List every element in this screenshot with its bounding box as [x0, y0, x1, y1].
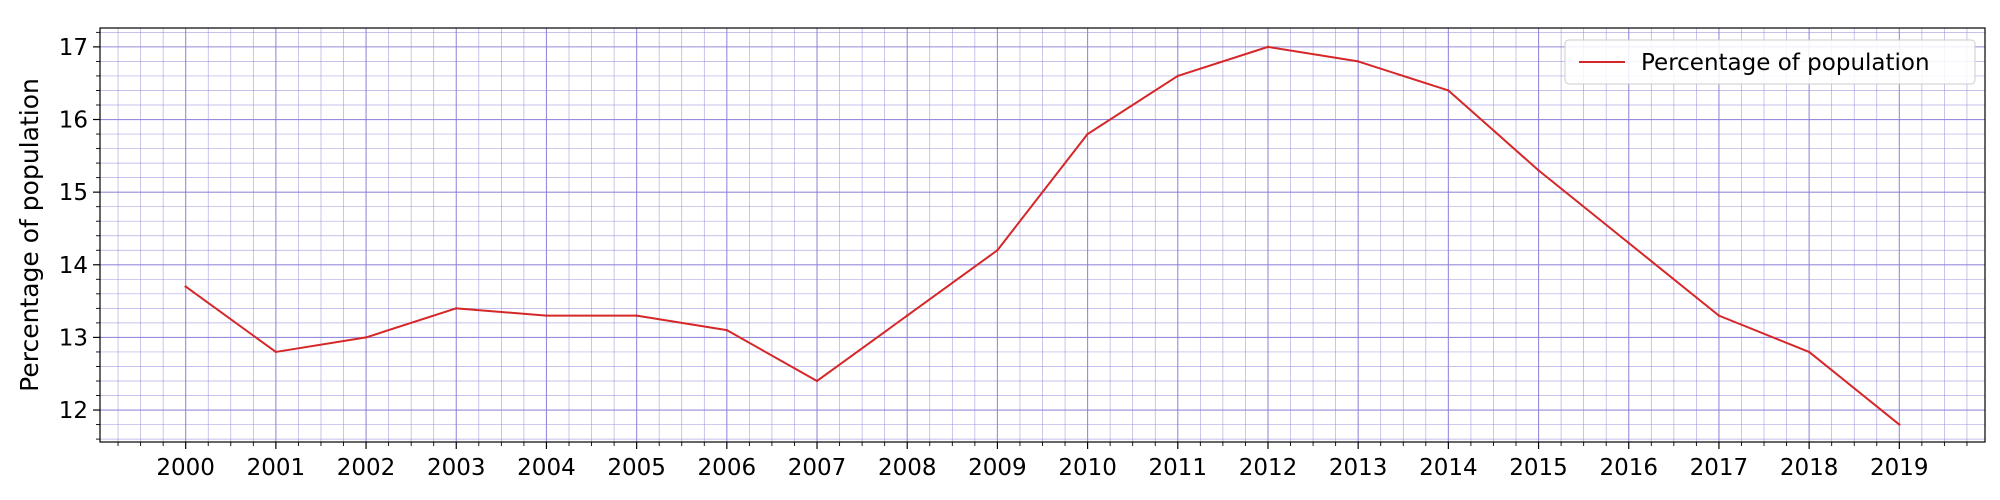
y-tick-label: 17 — [59, 35, 88, 61]
x-tick-label: 2012 — [1239, 455, 1298, 481]
x-tick-label: 2003 — [427, 455, 486, 481]
legend-label: Percentage of population — [1641, 50, 1930, 76]
x-axis-ticks: 2000 2001 2002 2003 2004 2005 2006 2007 2008 2009… — [117, 442, 1968, 481]
grid-lines — [100, 28, 1985, 442]
x-tick-label: 2000 — [156, 455, 215, 481]
x-tick-label: 2014 — [1419, 455, 1478, 481]
x-tick-label: 2018 — [1780, 455, 1839, 481]
data-point — [274, 350, 278, 354]
data-point — [1537, 169, 1540, 172]
x-tick-label: 2017 — [1690, 455, 1749, 481]
data-point — [184, 285, 187, 288]
data-point — [1086, 132, 1089, 136]
x-tick-label: 2002 — [337, 455, 396, 481]
data-point — [1356, 60, 1360, 63]
data-point — [1717, 314, 1721, 317]
x-tick-label: 2019 — [1870, 455, 1929, 481]
x-tick-label: 2007 — [788, 455, 847, 481]
series-lines — [184, 45, 1901, 426]
data-point — [815, 379, 819, 383]
data-point — [455, 307, 458, 310]
data-point — [1807, 350, 1811, 354]
y-axis-label: Percentage of population — [15, 78, 44, 392]
legend: Percentage of population — [1564, 39, 1976, 85]
x-tick-label: 2010 — [1058, 455, 1117, 481]
legend-box — [1564, 39, 1976, 85]
x-tick-label: 2016 — [1599, 455, 1658, 481]
x-tick-label: 2001 — [247, 455, 306, 481]
x-tick-label: 2011 — [1149, 455, 1208, 481]
data-point — [1898, 423, 1901, 426]
data-point — [906, 314, 909, 317]
y-axis-ticks: 12 13 14 15 16 17 — [59, 31, 100, 440]
y-tick-label: 15 — [59, 180, 88, 206]
x-tick-label: 2008 — [878, 455, 937, 481]
data-point — [635, 314, 638, 317]
data-point — [996, 249, 999, 252]
data-point — [1266, 45, 1270, 49]
y-tick-label: 16 — [59, 108, 88, 134]
x-tick-label: 2004 — [517, 455, 576, 481]
y-tick-label: 14 — [59, 253, 88, 279]
data-point — [1176, 74, 1179, 78]
data-point — [545, 314, 548, 317]
data-point — [1447, 89, 1450, 92]
x-tick-label: 2009 — [968, 455, 1027, 481]
x-tick-label: 2005 — [607, 455, 666, 481]
x-tick-label: 2006 — [698, 455, 757, 481]
y-tick-label: 12 — [59, 398, 88, 424]
data-point — [364, 336, 368, 339]
x-tick-label: 2013 — [1329, 455, 1388, 481]
y-tick-label: 13 — [59, 325, 88, 351]
series-line — [185, 45, 1900, 426]
data-point — [725, 328, 729, 332]
x-tick-label: 2015 — [1509, 455, 1568, 481]
data-point — [1627, 241, 1630, 245]
